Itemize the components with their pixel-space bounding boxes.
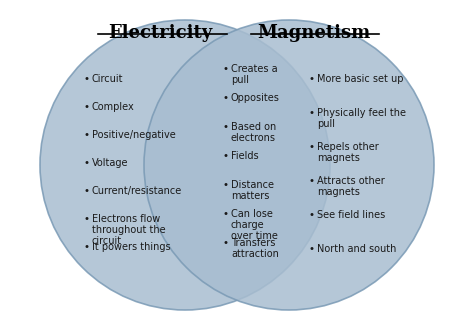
Text: Physically feel the: Physically feel the — [317, 108, 406, 118]
Text: •: • — [223, 151, 229, 161]
Text: Circuit: Circuit — [92, 74, 124, 84]
Text: •: • — [223, 93, 229, 103]
Text: •: • — [84, 130, 90, 140]
Text: attraction: attraction — [231, 249, 279, 259]
Text: throughout the: throughout the — [92, 225, 165, 235]
Text: matters: matters — [231, 191, 269, 201]
Text: •: • — [84, 242, 90, 252]
Text: Electrons flow: Electrons flow — [92, 214, 160, 224]
Text: Transfers: Transfers — [231, 238, 275, 248]
Text: Distance: Distance — [231, 180, 274, 190]
Text: •: • — [309, 108, 315, 118]
Text: •: • — [223, 122, 229, 132]
Text: •: • — [309, 210, 315, 220]
Text: pull: pull — [231, 75, 249, 85]
Text: Current/resistance: Current/resistance — [92, 186, 182, 196]
Text: See field lines: See field lines — [317, 210, 385, 220]
Text: It powers things: It powers things — [92, 242, 171, 252]
Text: charge: charge — [231, 220, 264, 230]
Text: •: • — [309, 74, 315, 84]
Text: Repels other: Repels other — [317, 142, 379, 152]
Text: electrons: electrons — [231, 133, 276, 143]
Text: More basic set up: More basic set up — [317, 74, 403, 84]
Text: •: • — [84, 158, 90, 168]
Text: Creates a: Creates a — [231, 64, 278, 74]
Text: •: • — [84, 214, 90, 224]
Text: Complex: Complex — [92, 102, 135, 112]
Text: •: • — [309, 244, 315, 254]
Text: Attracts other: Attracts other — [317, 176, 385, 186]
Text: Magnetism: Magnetism — [257, 24, 371, 42]
Text: magnets: magnets — [317, 187, 360, 197]
Text: •: • — [309, 176, 315, 186]
Text: Electricity: Electricity — [108, 24, 212, 42]
Text: Can lose: Can lose — [231, 209, 273, 219]
Text: pull: pull — [317, 119, 335, 129]
Text: Positive/negative: Positive/negative — [92, 130, 176, 140]
Text: Opposites: Opposites — [231, 93, 280, 103]
Text: •: • — [84, 74, 90, 84]
Text: Fields: Fields — [231, 151, 259, 161]
Text: circuit: circuit — [92, 236, 122, 246]
Text: North and south: North and south — [317, 244, 396, 254]
Text: Voltage: Voltage — [92, 158, 128, 168]
Text: •: • — [309, 142, 315, 152]
Text: Based on: Based on — [231, 122, 276, 132]
Text: over time: over time — [231, 231, 278, 241]
Text: •: • — [84, 102, 90, 112]
Text: magnets: magnets — [317, 153, 360, 163]
Text: •: • — [223, 64, 229, 74]
Text: •: • — [223, 238, 229, 248]
Ellipse shape — [144, 20, 434, 310]
Text: •: • — [223, 209, 229, 219]
Text: •: • — [84, 186, 90, 196]
Ellipse shape — [40, 20, 330, 310]
Text: •: • — [223, 180, 229, 190]
